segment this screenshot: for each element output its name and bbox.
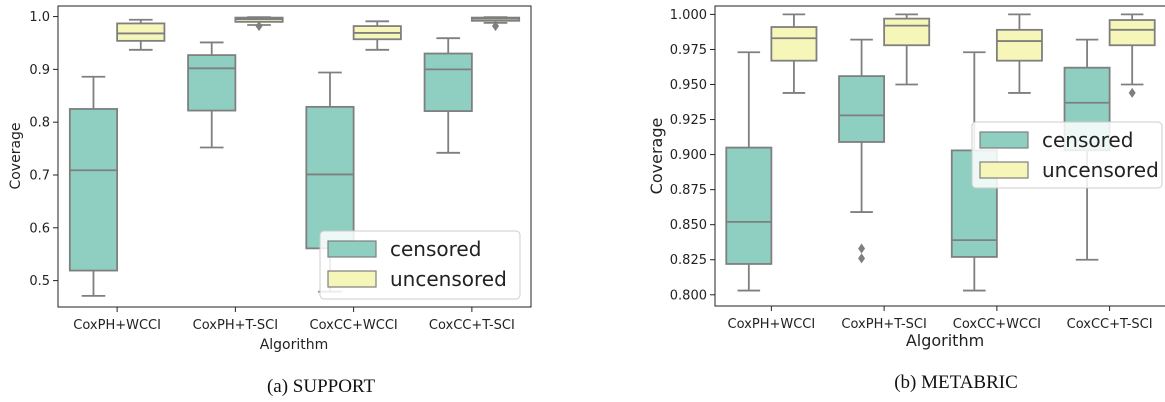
legend-swatch-censored xyxy=(327,240,377,258)
box-uncensored xyxy=(995,28,1043,62)
plot-frame xyxy=(714,5,1165,307)
box-censored xyxy=(305,105,355,250)
y-tick-label: 0.7 xyxy=(29,168,50,183)
y-tick-label: 0.800 xyxy=(670,288,707,303)
box-uncensored xyxy=(883,17,931,47)
plot-frame xyxy=(57,5,532,308)
legend-label-censored: censored xyxy=(1042,128,1133,152)
caption-a: (a) SUPPORT xyxy=(267,376,376,397)
box-censored xyxy=(838,75,886,143)
y-axis-label: Coverage xyxy=(647,118,666,195)
y-tick-label: 0.8 xyxy=(29,116,50,131)
y-tick-label: 0.825 xyxy=(670,253,707,268)
legend-label-uncensored: uncensored xyxy=(390,267,507,291)
legend-swatch-uncensored xyxy=(979,161,1029,179)
caption-b: (b) METABRIC xyxy=(894,372,1018,393)
y-tick-label: 0.975 xyxy=(670,43,707,58)
x-tick-label: CoxCC+T-SCI xyxy=(1067,317,1153,332)
box-censored xyxy=(725,146,773,265)
outlier-point xyxy=(1128,87,1136,98)
y-tick-label: 0.950 xyxy=(670,78,707,93)
y-tick-label: 0.875 xyxy=(670,183,707,198)
y-tick-label: 0.900 xyxy=(670,148,707,163)
box-uncensored xyxy=(116,22,166,42)
x-tick-label: CoxCC+WCCI xyxy=(953,317,1041,332)
x-tick-label: CoxCC+T-SCI xyxy=(429,318,515,333)
y-tick-label: 0.925 xyxy=(670,113,707,128)
outlier-point xyxy=(858,253,866,264)
outlier-point xyxy=(858,243,866,254)
legend-swatch-censored xyxy=(979,131,1029,149)
outlier-point xyxy=(492,21,500,32)
y-tick-label: 0.5 xyxy=(29,274,50,289)
x-axis-label: Algorithm xyxy=(260,337,329,353)
y-tick-label: 0.6 xyxy=(29,221,50,236)
box-censored xyxy=(68,108,119,272)
y-tick-label: 0.9 xyxy=(29,63,50,78)
box-censored xyxy=(187,54,237,112)
x-tick-label: CoxPH+WCCI xyxy=(728,317,816,332)
y-tick-label: 1.0 xyxy=(29,10,50,25)
box-censored xyxy=(423,52,473,112)
box-uncensored xyxy=(1108,19,1156,47)
y-tick-label: 1.000 xyxy=(670,8,707,23)
y-tick-label: 0.850 xyxy=(670,218,707,233)
x-tick-label: CoxPH+WCCI xyxy=(73,318,161,333)
box-uncensored xyxy=(770,26,818,62)
legend-label-censored: censored xyxy=(390,237,481,261)
x-tick-label: CoxCC+WCCI xyxy=(310,318,398,333)
y-axis-label: Coverage xyxy=(8,122,24,189)
x-axis-label: Algorithm xyxy=(906,331,984,350)
legend-label-uncensored: uncensored xyxy=(1042,158,1159,182)
outlier-point xyxy=(255,21,263,32)
x-tick-label: CoxPH+T-SCI xyxy=(841,317,926,332)
legend-swatch-uncensored xyxy=(327,270,377,288)
x-tick-label: CoxPH+T-SCI xyxy=(193,318,278,333)
panel-metabric: 0.800 0.825 0.850 0.875 0.900 0.925 0.950 0.975… xyxy=(647,5,1165,393)
panel-support: 0.5 0.6 0.7 0.8 0.9 1.0 CoxPH+WCCI CoxPH+T-SCI C… xyxy=(8,5,532,397)
